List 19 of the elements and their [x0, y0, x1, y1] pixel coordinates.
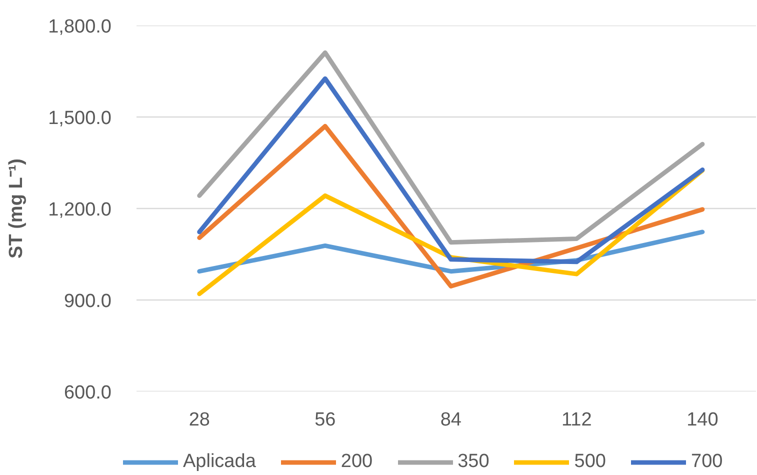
legend-label: Aplicada	[183, 451, 256, 473]
y-tick-label: 600.0	[64, 382, 112, 404]
y-tick-label: 1,800.0	[48, 16, 112, 38]
legend-label: 700	[691, 451, 723, 473]
line-series	[197, 76, 705, 264]
legend-label: 200	[340, 451, 373, 473]
x-tick-label: 140	[686, 410, 718, 430]
x-tick-label: 84	[440, 410, 462, 430]
x-tick-label: 28	[188, 410, 210, 430]
line-series	[197, 124, 705, 289]
y-tick-label: 900.0	[64, 291, 112, 312]
line-series	[197, 50, 705, 245]
y-tick-label: 1,200.0	[48, 200, 112, 220]
y-tick-label: 1,500.0	[48, 108, 112, 129]
y-axis-title: ST (mg L⁻¹)	[6, 158, 28, 258]
legend-label: 350	[458, 451, 490, 473]
legend-label: 500	[574, 451, 606, 473]
x-tick-label: 112	[562, 410, 592, 430]
x-tick-label: 56	[314, 410, 336, 430]
